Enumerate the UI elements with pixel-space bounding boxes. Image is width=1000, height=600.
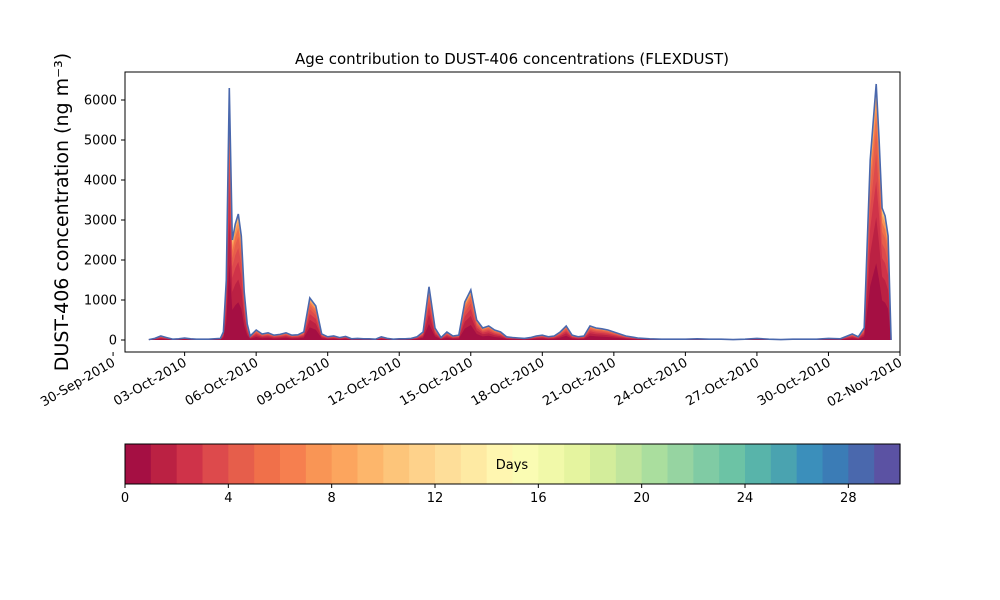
- colorbar-tick-label: 12: [427, 491, 444, 506]
- x-tick-label: 21-Oct-2010: [540, 355, 618, 409]
- y-tick-label: 6000: [84, 94, 117, 109]
- colorbar-swatch: [228, 444, 255, 484]
- age-band-2: [148, 181, 898, 340]
- x-tick-label: 02-Nov-2010: [825, 355, 905, 410]
- y-tick-label: 1000: [84, 294, 117, 309]
- colorbar-swatch: [435, 444, 462, 484]
- y-tick-label: 4000: [84, 174, 117, 189]
- colorbar-tick-label: 24: [737, 491, 754, 506]
- age-band-5: [148, 112, 898, 340]
- colorbar-swatch: [770, 444, 798, 484]
- y-tick-label: 3000: [84, 214, 117, 229]
- age-band-9: [148, 84, 898, 340]
- colorbar-swatch: [874, 444, 901, 484]
- colorbar-swatch: [719, 444, 746, 484]
- y-tick-label: 0: [109, 334, 117, 349]
- colorbar-swatch: [280, 444, 307, 484]
- age-band-0: [148, 263, 898, 340]
- colorbar-tick-label: 8: [328, 491, 336, 506]
- x-tick-label: 24-Oct-2010: [612, 355, 690, 409]
- colorbar-tick-label: 4: [224, 491, 232, 506]
- colorbar-swatch: [822, 444, 849, 484]
- colorbar-swatch: [409, 444, 436, 484]
- colorbar-swatch: [538, 444, 565, 484]
- x-tick-label: 30-Oct-2010: [755, 355, 833, 409]
- x-tick-label: 15-Oct-2010: [397, 355, 475, 409]
- colorbar-tick-label: 20: [633, 491, 650, 506]
- colorbar-swatch: [590, 444, 617, 484]
- colorbar-swatch: [641, 444, 669, 484]
- colorbar-swatch: [512, 444, 539, 484]
- y-axis: 0 1000 2000 3000 4000 5000 6000: [84, 94, 125, 349]
- colorbar-tick-label: 16: [530, 491, 547, 506]
- age-band-4: [148, 130, 898, 340]
- colorbar-tick-label: 28: [840, 491, 857, 506]
- y-tick-label: 2000: [84, 254, 117, 269]
- age-band-8: [148, 86, 898, 340]
- colorbar-swatch: [486, 444, 514, 484]
- colorbar-frame: [124, 443, 901, 485]
- colorbar-swatch: [150, 444, 178, 484]
- colorbar-tick-label: 0: [121, 491, 129, 506]
- y-tick-label: 5000: [84, 134, 117, 149]
- colorbar-swatch: [745, 444, 772, 484]
- age-band-3: [148, 153, 898, 340]
- age-band-6: [148, 99, 898, 341]
- colorbar-swatch: [125, 444, 152, 484]
- x-tick-label: 18-Oct-2010: [469, 355, 547, 409]
- age-band-1: [148, 217, 898, 340]
- total-concentration-line: [148, 83, 892, 341]
- colorbar-swatch: [693, 444, 720, 484]
- colorbar-swatch: [796, 444, 824, 484]
- colorbar-swatch: [383, 444, 410, 484]
- colorbar-swatch: [357, 444, 384, 484]
- colorbar-swatch: [564, 444, 591, 484]
- colorbar-swatch: [254, 444, 281, 484]
- colorbar-swatch: [667, 444, 694, 484]
- x-tick-label: 06-Oct-2010: [183, 355, 261, 409]
- x-tick-label: 03-Oct-2010: [111, 355, 189, 409]
- x-tick-label: 12-Oct-2010: [326, 355, 404, 409]
- x-tick-label: 09-Oct-2010: [254, 355, 332, 409]
- colorbar-swatch: [305, 444, 333, 484]
- colorbar-swatch: [615, 444, 643, 484]
- age-contribution-areas: [148, 84, 898, 341]
- x-tick-label: 27-Oct-2010: [684, 355, 762, 409]
- age-band-7: [148, 91, 898, 340]
- plot-frame: [124, 71, 901, 353]
- y-axis-label: DUST-406 concentration (ng m⁻³): [51, 53, 73, 371]
- colorbar-swatch: [331, 444, 359, 484]
- x-axis: 30-Sep-201003-Oct-201006-Oct-201009-Oct-…: [38, 352, 905, 410]
- colorbar-swatch: [176, 444, 204, 484]
- colorbar-label: Days: [496, 458, 529, 473]
- chart-title: Age contribution to DUST-406 concentrati…: [295, 50, 729, 68]
- total-concentration-line-group: [148, 83, 892, 341]
- colorbar-swatch: [202, 444, 229, 484]
- colorbar: [125, 444, 901, 484]
- colorbar-swatch: [848, 444, 875, 484]
- colorbar-axis: 0 4 8 12 16 20 24 28: [121, 484, 857, 506]
- colorbar-swatch: [460, 444, 488, 484]
